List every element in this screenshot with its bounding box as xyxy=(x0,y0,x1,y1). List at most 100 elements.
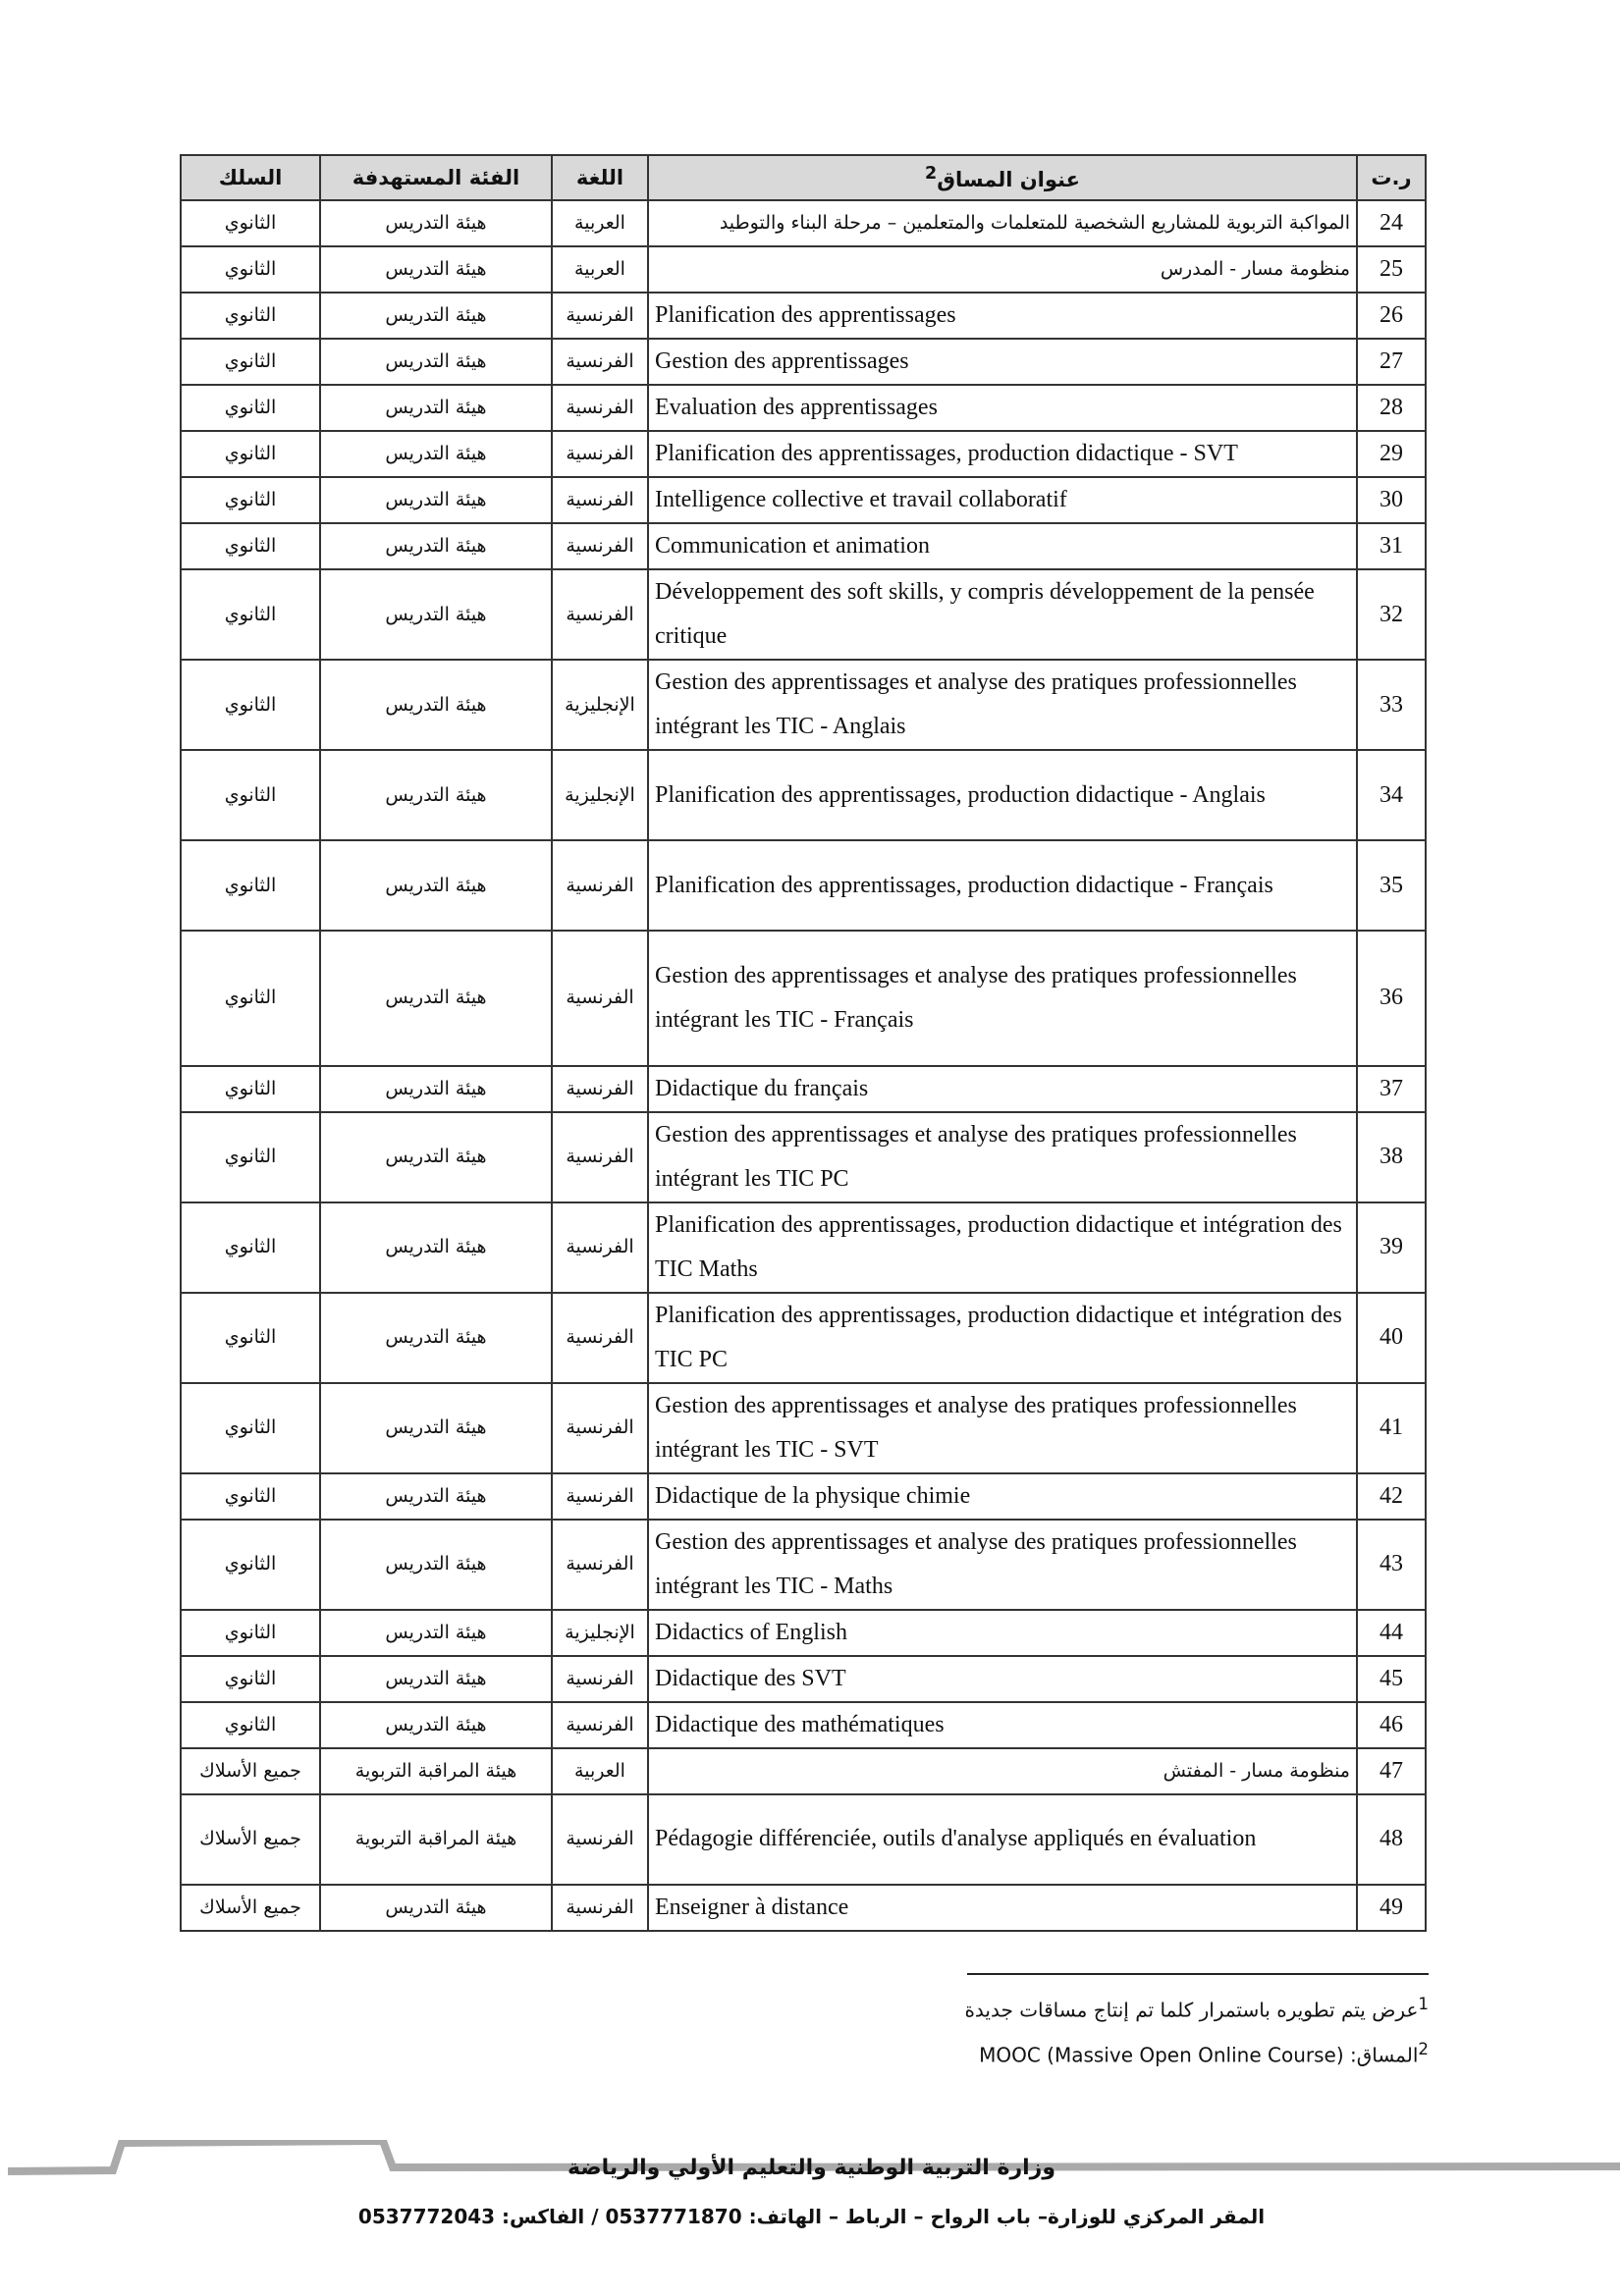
number-cell: 48 xyxy=(1356,1792,1427,1886)
cycle-cell: جميع الأسلاك xyxy=(180,1746,321,1795)
cycle-cell: الثانوي xyxy=(180,338,321,386)
title-cell: Evaluation des apprentissages xyxy=(647,384,1358,432)
number-cell: 26 xyxy=(1356,292,1427,340)
language-cell: العربية xyxy=(551,1746,649,1795)
target-cell: هيئة التدريس xyxy=(319,338,553,386)
language-cell: الفرنسية xyxy=(551,1110,649,1203)
table-header-row: السلك الفئة المستهدفة اللغة عنوان المساق… xyxy=(180,154,1427,201)
title-cell: Gestion des apprentissages et analyse de… xyxy=(647,1110,1358,1203)
target-cell: هيئة التدريس xyxy=(319,1110,553,1203)
header-title: عنوان المساق2 xyxy=(647,154,1358,201)
cycle-cell: جميع الأسلاك xyxy=(180,1883,321,1932)
number-cell: 41 xyxy=(1356,1381,1427,1474)
table-row: جميع الأسلاك هيئة المراقبة التربوية الفرنس… xyxy=(180,1792,1427,1886)
number-cell: 45 xyxy=(1356,1654,1427,1703)
cycle-cell: الثانوي xyxy=(180,659,321,751)
title-cell: Didactique de la physique chimie xyxy=(647,1471,1358,1521)
target-cell: هيئة التدريس xyxy=(319,1291,553,1384)
number-cell: 29 xyxy=(1356,430,1427,478)
language-cell: الفرنسية xyxy=(551,292,649,340)
number-cell: 31 xyxy=(1356,522,1427,570)
target-cell: هيئة التدريس xyxy=(319,839,553,932)
courses-table: السلك الفئة المستهدفة اللغة عنوان المساق… xyxy=(180,154,1427,1932)
cycle-cell: الثانوي xyxy=(180,1381,321,1474)
ministry-name: وزارة التربية الوطنية والتعليم الأولي وا… xyxy=(568,2156,1055,2180)
number-cell: 43 xyxy=(1356,1518,1427,1611)
number-cell: 28 xyxy=(1356,384,1427,432)
table-row: الثانوي هيئة التدريس الفرنسية Planification… xyxy=(180,839,1427,932)
target-cell: هيئة التدريس xyxy=(319,1518,553,1611)
cycle-cell: الثانوي xyxy=(180,749,321,841)
footnote-mark: 1 xyxy=(1418,1995,1429,2013)
target-cell: هيئة التدريس xyxy=(319,659,553,751)
table-row: الثانوي هيئة التدريس الفرنسية Planification… xyxy=(180,292,1427,340)
cycle-cell: الثانوي xyxy=(180,1110,321,1203)
language-cell: الفرنسية xyxy=(551,1518,649,1611)
number-cell: 33 xyxy=(1356,659,1427,751)
number-cell: 30 xyxy=(1356,476,1427,524)
number-cell: 38 xyxy=(1356,1110,1427,1203)
cycle-cell: الثانوي xyxy=(180,1608,321,1657)
title-cell: Planification des apprentissages, produc… xyxy=(647,1291,1358,1384)
number-cell: 49 xyxy=(1356,1883,1427,1932)
target-cell: هيئة التدريس xyxy=(319,1471,553,1521)
table-row: الثانوي هيئة التدريس الفرنسية Didactique de… xyxy=(180,1700,1427,1749)
title-cell: Développement des soft skills, y compris… xyxy=(647,568,1358,661)
language-cell: الفرنسية xyxy=(551,1792,649,1886)
number-cell: 36 xyxy=(1356,930,1427,1067)
table-row: الثانوي هيئة التدريس الفرنسية Didactique de… xyxy=(180,1654,1427,1703)
table-row: الثانوي هيئة التدريس الفرنسية Gestion des a… xyxy=(180,1110,1427,1203)
language-cell: الفرنسية xyxy=(551,1064,649,1113)
title-cell: Didactics of English xyxy=(647,1608,1358,1657)
cycle-cell: الثانوي xyxy=(180,199,321,247)
target-cell: هيئة التدريس xyxy=(319,245,553,294)
header-language: اللغة xyxy=(551,154,649,201)
target-cell: هيئة التدريس xyxy=(319,1700,553,1749)
cycle-cell: الثانوي xyxy=(180,430,321,478)
language-cell: الفرنسية xyxy=(551,568,649,661)
language-cell: الفرنسية xyxy=(551,839,649,932)
number-cell: 42 xyxy=(1356,1471,1427,1521)
title-cell: منظومة مسار - المدرس xyxy=(647,245,1358,294)
title-cell: Communication et animation xyxy=(647,522,1358,570)
title-cell: Gestion des apprentissages et analyse de… xyxy=(647,1381,1358,1474)
language-cell: الفرنسية xyxy=(551,1291,649,1384)
number-cell: 46 xyxy=(1356,1700,1427,1749)
ministry-address: المقر المركزي للوزارة– باب الرواح – الرب… xyxy=(357,2205,1266,2228)
footnote-ref: 2 xyxy=(925,164,938,184)
cycle-cell: الثانوي xyxy=(180,1700,321,1749)
language-cell: الفرنسية xyxy=(551,1381,649,1474)
target-cell: هيئة التدريس xyxy=(319,1608,553,1657)
language-cell: الفرنسية xyxy=(551,1883,649,1932)
language-cell: العربية xyxy=(551,245,649,294)
title-cell: Planification des apprentissages, produc… xyxy=(647,430,1358,478)
target-cell: هيئة التدريس xyxy=(319,749,553,841)
footnote-text: المساق: MOOC (Massive Open Online Course… xyxy=(979,2043,1419,2067)
number-cell: 47 xyxy=(1356,1746,1427,1795)
number-cell: 27 xyxy=(1356,338,1427,386)
number-cell: 25 xyxy=(1356,245,1427,294)
target-cell: هيئة التدريس xyxy=(319,1381,553,1474)
header-number: ر.ت xyxy=(1356,154,1427,201)
table-row: الثانوي هيئة التدريس العربية المواكبة الترب… xyxy=(180,199,1427,247)
title-cell: Gestion des apprentissages xyxy=(647,338,1358,386)
table-row: الثانوي هيئة التدريس الفرنسية Didactique du… xyxy=(180,1064,1427,1113)
title-cell: Didactique des SVT xyxy=(647,1654,1358,1703)
cycle-cell: الثانوي xyxy=(180,1654,321,1703)
target-cell: هيئة التدريس xyxy=(319,568,553,661)
table-row: جميع الأسلاك هيئة التدريس الفرنسية Enseigne… xyxy=(180,1883,1427,1932)
language-cell: الإنجليزية xyxy=(551,659,649,751)
title-cell: Intelligence collective et travail colla… xyxy=(647,476,1358,524)
language-cell: الفرنسية xyxy=(551,430,649,478)
title-cell: Enseigner à distance xyxy=(647,1883,1358,1932)
title-cell: Planification des apprentissages, produc… xyxy=(647,839,1358,932)
title-cell: Planification des apprentissages, produc… xyxy=(647,749,1358,841)
footnote-mark: 2 xyxy=(1418,2040,1429,2058)
cycle-cell: الثانوي xyxy=(180,839,321,932)
target-cell: هيئة التدريس xyxy=(319,1201,553,1294)
number-cell: 37 xyxy=(1356,1064,1427,1113)
cycle-cell: الثانوي xyxy=(180,930,321,1067)
title-cell: منظومة مسار - المفتش xyxy=(647,1746,1358,1795)
cycle-cell: الثانوي xyxy=(180,1291,321,1384)
table-row: الثانوي هيئة التدريس الفرنسية Gestion des a… xyxy=(180,1518,1427,1611)
